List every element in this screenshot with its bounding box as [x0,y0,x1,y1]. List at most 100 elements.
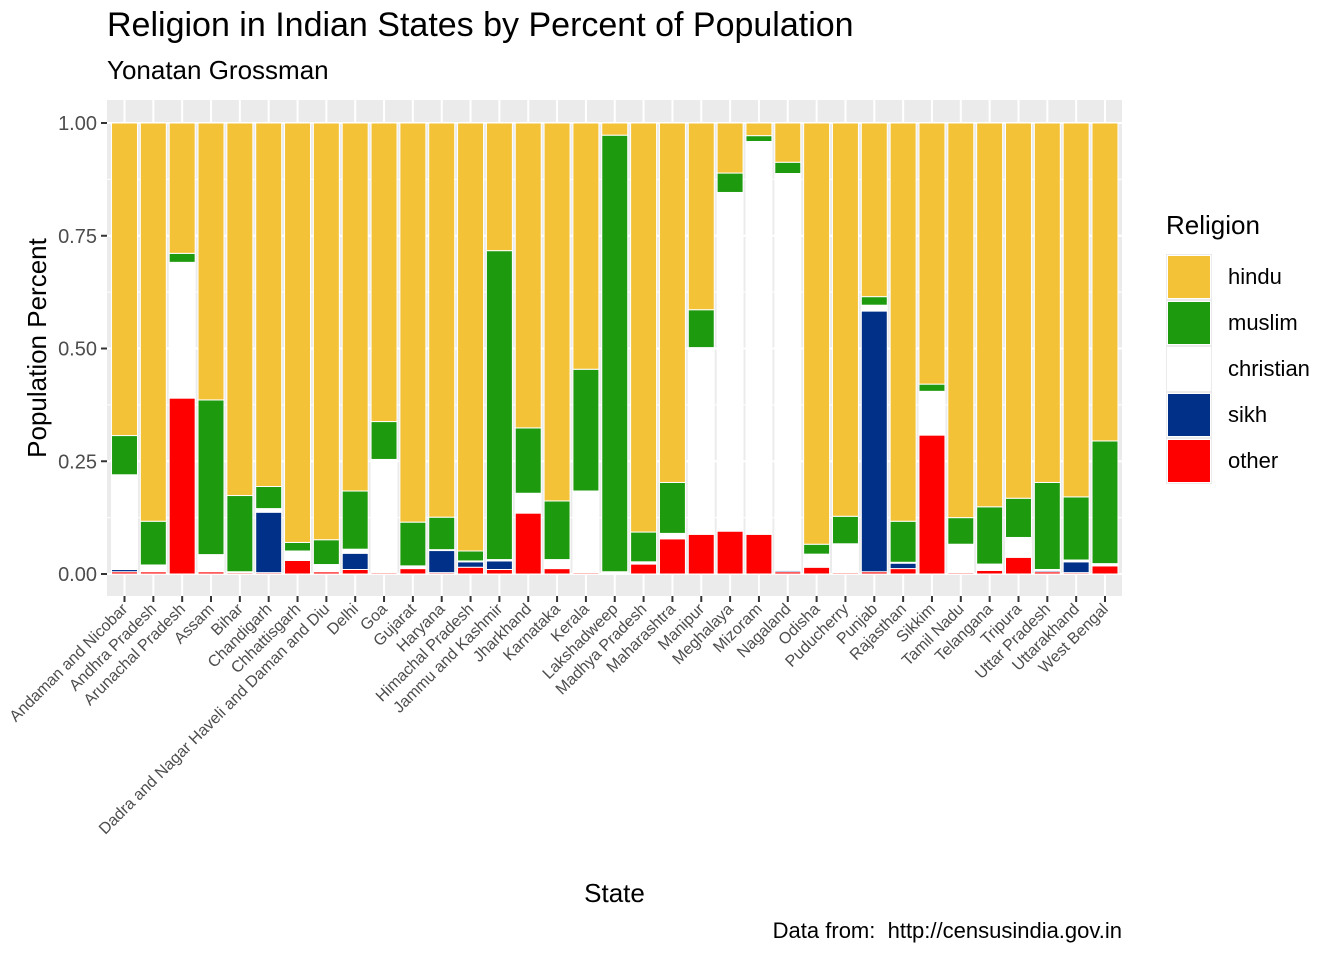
legend-label: sikh [1228,402,1268,427]
bar-segment-hindu [630,122,658,533]
bar-segment-hindu [860,122,888,298]
bar-segment-muslim [687,309,715,349]
legend-swatch [1167,347,1211,391]
bar-segment-muslim [918,383,946,392]
bar-segment-muslim [745,135,773,142]
legend-label: other [1228,448,1279,473]
bar-segment-muslim [312,539,340,566]
bar-segment-hindu [197,122,225,401]
legend-label: hindu [1228,264,1282,289]
bar-segment-muslim [630,531,658,563]
bar-segment-hindu [601,122,629,136]
bar-segment-christian [860,304,888,312]
bar-segment-muslim [774,161,802,175]
bar-segment-other [889,568,917,575]
bar-segment-muslim [255,486,283,510]
bar-segment-muslim [1062,496,1090,561]
bar-segment-other [284,559,312,575]
x-axis-title: State [584,878,645,908]
bar-segment-christian [831,543,859,573]
bar-segment-muslim [976,506,1004,565]
x-tick-label: Andaman and Nicobar [7,600,132,725]
bar-segment-hindu [543,122,571,502]
bar-segment-muslim [485,250,513,561]
bar-segment-hindu [687,122,715,311]
chart-caption: Data from: http://censusindia.gov.in [772,918,1122,943]
legend-key [1166,346,1212,392]
bar-segment-other [457,566,485,575]
bar-segment-muslim [1091,440,1119,565]
bar-segment-muslim [601,134,629,573]
y-tick-label: 0.00 [58,564,97,586]
bar-segment-christian [572,490,600,573]
bar-segment-other [1005,556,1032,575]
bar-segment-hindu [139,122,167,522]
bar-segment-other [543,568,571,575]
bar-segment-sikh [428,550,456,574]
bar-segment-hindu [658,122,686,483]
legend-label: muslim [1228,310,1298,335]
bar-segment-hindu [803,122,831,545]
bar-segment-hindu [485,122,513,252]
bar-segment-muslim [370,421,398,460]
legend-swatch [1167,301,1211,345]
bar-segment-hindu [168,122,196,254]
legend-item-muslim: muslim [1166,300,1298,346]
chart-title: Religion in Indian States by Percent of … [107,6,854,44]
bar-segment-hindu [428,122,456,518]
bar-segment-christian [255,508,283,513]
bar-segment-hindu [284,122,312,543]
y-tick-label: 0.25 [58,451,97,473]
bar-segment-other [485,568,513,575]
bar-segment-muslim [457,550,485,562]
bar-segment-muslim [399,521,427,567]
bar-segment-muslim [572,368,600,492]
legend-title: Religion [1166,210,1260,240]
legend-swatch [1167,255,1211,299]
bar-segment-christian [774,173,802,571]
bar-segment-other [399,568,427,575]
bar-segment-hindu [889,122,917,522]
bar-segment-other [341,568,369,575]
bar-segment-sikh [255,511,283,574]
legend-key [1166,254,1212,300]
bar-segment-hindu [514,122,542,429]
bar-segment-christian [976,563,1004,571]
bar-segment-other [716,530,744,575]
bar-segment-christian [514,492,542,514]
bar-segment-other [168,397,196,575]
bar-segment-christian [543,559,571,569]
bar-segment-muslim [428,516,456,551]
bar-segment-sikh [341,552,369,570]
bar-segment-christian [1005,536,1032,558]
bar-segment-christian [139,564,167,572]
bar-segment-christian [918,390,946,436]
bar-segment-christian [284,550,312,561]
bar-segment-sikh [457,561,485,568]
y-tick-label: 1.00 [58,113,97,135]
bar-segment-muslim [658,481,686,534]
bar-segment-hindu [255,122,283,488]
bar-segment-other [687,533,715,575]
bar-segment-hindu [947,122,975,519]
bar-segment-sikh [485,560,513,570]
bar-segment-muslim [111,435,138,476]
bar-segment-other [976,569,1004,575]
bar-segment-muslim [889,520,917,563]
legend-item-christian: christian [1166,346,1310,392]
legend-key [1166,300,1212,346]
bar-segment-hindu [976,122,1004,508]
bar-segment-christian [658,532,686,539]
bar-segment-other [1091,565,1119,575]
bar-segment-other [630,563,658,575]
bar-segment-christian [168,261,196,399]
legend-label: christian [1228,356,1310,381]
bar-segment-sikh [889,562,917,570]
bar-segment-christian [341,548,369,554]
bar-segment-sikh [860,310,888,573]
bar-segment-christian [687,347,715,535]
bar-segment-muslim [1033,481,1061,570]
bar-segment-other [514,512,542,575]
bar-segment-muslim [226,495,254,573]
